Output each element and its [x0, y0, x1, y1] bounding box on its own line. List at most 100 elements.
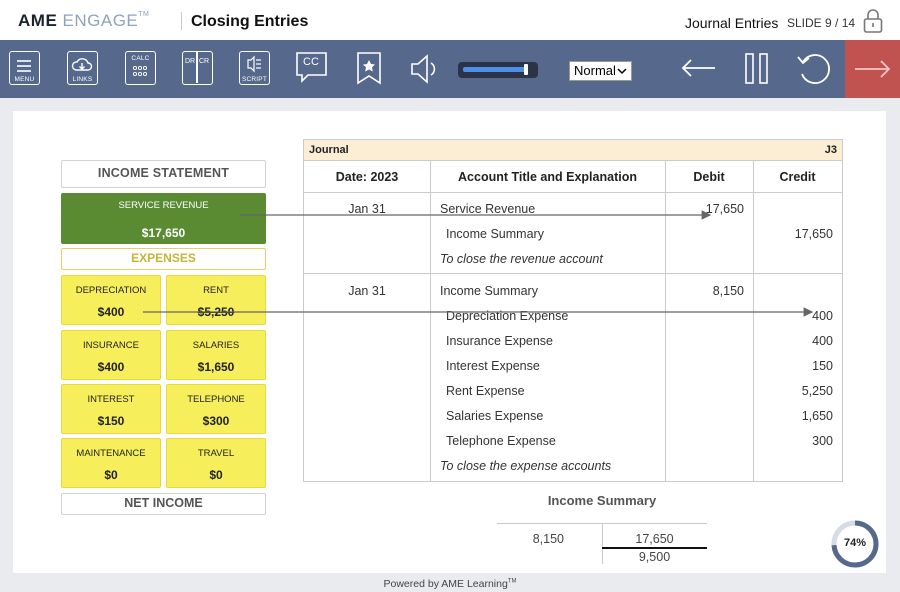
expense-label: DEPRECIATION	[75, 285, 147, 296]
expense-value: $400	[97, 360, 125, 374]
entry-explanation: To close the expense accounts	[440, 459, 612, 473]
col-divider	[430, 161, 431, 482]
lock-icon[interactable]	[862, 8, 884, 34]
calc-label: CALC	[131, 55, 150, 62]
service-revenue-tile: SERVICE REVENUE $17,650	[61, 193, 266, 244]
expense-value: $0	[209, 468, 223, 482]
menu-button[interactable]: MENU	[9, 51, 40, 85]
column-header-debit: Debit	[693, 170, 725, 184]
entry-account: Depreciation Expense	[446, 309, 569, 323]
cc-label: CC	[303, 56, 319, 68]
cloud-download-icon	[71, 58, 93, 71]
header-divider	[181, 12, 182, 30]
t-account-total-line	[602, 547, 707, 549]
page-title: Closing Entries	[191, 13, 309, 30]
row-divider	[304, 273, 842, 274]
drcr-divider	[196, 52, 198, 83]
next-arrow-icon	[855, 60, 891, 78]
col-divider	[665, 161, 666, 482]
section-name: Journal Entries	[685, 15, 779, 31]
entry-account: Telephone Expense	[446, 434, 556, 448]
t-account-title: Income Summary	[547, 493, 657, 508]
progress-percent: 74%	[843, 537, 867, 549]
expense-tile-interest: INTEREST $150	[61, 384, 161, 434]
footer: Powered by AME LearningTM	[0, 578, 900, 590]
script-button[interactable]: SCRIPT	[239, 51, 270, 85]
t-account-balance: 9,500	[638, 550, 671, 564]
entry-credit: 400	[812, 309, 833, 323]
volume-slider[interactable]	[458, 62, 538, 78]
calculator-button[interactable]: CALC	[125, 51, 156, 85]
expenses-header: EXPENSES	[61, 248, 266, 270]
bookmark-icon[interactable]	[355, 51, 383, 87]
entry-credit: 400	[812, 334, 833, 348]
volume-slider-knob[interactable]	[524, 64, 528, 75]
entry-account: Interest Expense	[446, 359, 540, 373]
entry-account: Income Summary	[446, 227, 544, 241]
back-arrow-icon[interactable]	[680, 56, 718, 80]
volume-icon[interactable]	[409, 53, 439, 85]
column-header-credit: Credit	[779, 170, 816, 184]
entry-debit: 8,150	[712, 284, 744, 298]
expense-label: SALARIES	[192, 340, 240, 351]
menu-label: MENU	[14, 76, 35, 83]
expense-label: MAINTENANCE	[76, 448, 146, 459]
t-account-debit: 8,150	[532, 532, 564, 546]
replay-icon[interactable]	[795, 50, 833, 88]
menu-icon	[17, 60, 31, 72]
chevron-down-icon	[617, 68, 627, 75]
slide-counter: SLIDE 9 / 14	[787, 16, 856, 30]
entry-debit: 17,650	[705, 202, 744, 216]
entry-credit: 5,250	[801, 384, 833, 398]
expense-value: $5,250	[197, 305, 235, 319]
entry-account: Insurance Expense	[446, 334, 554, 348]
app-header: AME ENGAGETM Closing Entries Journal Ent…	[0, 0, 900, 40]
closed-captions-button[interactable]: CC	[295, 51, 329, 90]
toolbar: MENU LINKS CALC DR CR SCRIPT	[0, 40, 900, 98]
volume-slider-fill	[463, 67, 526, 72]
dr-label: DR	[185, 58, 196, 65]
service-revenue-label: SERVICE REVENUE	[118, 200, 209, 211]
expense-value: $0	[104, 468, 118, 482]
journal-page: J3	[824, 144, 837, 156]
expense-label: INTEREST	[87, 394, 135, 405]
journal-header: Journal J3	[304, 140, 842, 161]
column-header-date: Date: 2023	[335, 170, 399, 184]
t-account-top-line	[497, 523, 707, 524]
entry-credit: 17,650	[794, 227, 833, 241]
expense-value: $150	[97, 414, 125, 428]
entry-date: Jan 31	[348, 202, 386, 216]
journal-table: Journal J3 Date: 2023 Account Title and …	[303, 139, 843, 482]
expense-tile-rent: RENT $5,250	[166, 275, 266, 325]
calculator-icon	[132, 65, 148, 77]
net-income-box: NET INCOME	[61, 493, 266, 515]
debit-credit-button[interactable]: DR CR	[182, 51, 213, 85]
col-divider	[753, 161, 754, 482]
expense-label: TRAVEL	[197, 448, 235, 459]
expense-tile-salaries: SALARIES $1,650	[166, 330, 266, 380]
income-statement-header: INCOME STATEMENT	[61, 160, 266, 188]
links-label: LINKS	[72, 76, 93, 83]
entry-account: Income Summary	[440, 284, 538, 298]
expense-tile-insurance: INSURANCE $400	[61, 330, 161, 380]
playback-speed-value: Normal	[574, 63, 616, 78]
entry-explanation: To close the revenue account	[440, 252, 603, 266]
progress-ring: 74%	[829, 518, 881, 570]
expense-value: $1,650	[197, 360, 235, 374]
entry-account: Rent Expense	[446, 384, 525, 398]
links-button[interactable]: LINKS	[67, 51, 98, 85]
service-revenue-value: $17,650	[141, 226, 186, 240]
playback-speed-select[interactable]: Normal	[569, 61, 632, 81]
brand-logo: AME ENGAGETM	[18, 11, 149, 31]
expense-label: INSURANCE	[83, 340, 139, 351]
brand-bold: AME	[18, 11, 58, 30]
expense-tile-telephone: TELEPHONE $300	[166, 384, 266, 434]
entry-account: Salaries Expense	[446, 409, 544, 423]
next-button[interactable]	[845, 40, 900, 98]
expense-value: $300	[202, 414, 230, 428]
expense-tile-depreciation: DEPRECIATION $400	[61, 275, 161, 325]
pause-icon[interactable]	[744, 52, 770, 86]
row-divider	[304, 192, 842, 193]
t-account-center-line	[602, 524, 603, 564]
brand-tm: TM	[138, 11, 150, 18]
